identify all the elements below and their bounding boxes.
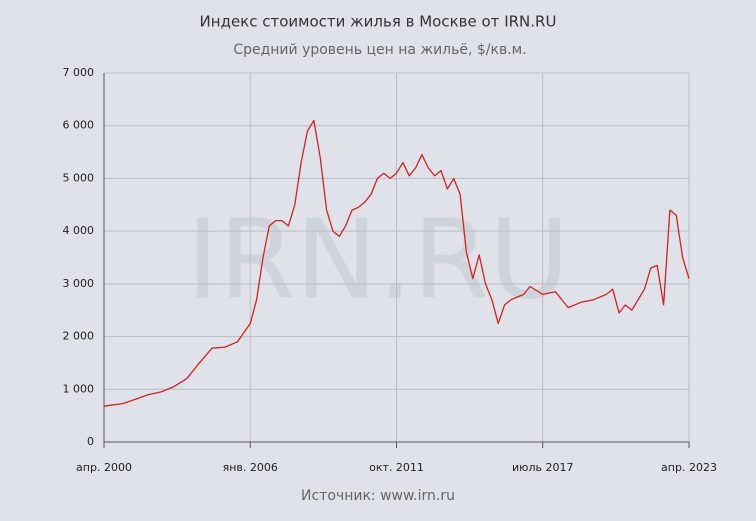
x-tick-label: окт. 2011: [369, 461, 424, 474]
x-tick-label: июль 2017: [512, 461, 573, 474]
watermark: IRN.RU: [186, 195, 569, 323]
y-tick-label: 1 000: [63, 382, 95, 395]
source: Источник: www.irn.ru: [301, 488, 455, 504]
y-tick-label: 3 000: [63, 277, 95, 290]
y-tick-label: 7 000: [63, 66, 95, 79]
chart-title: Индекс стоимости жилья в Москве от IRN.R…: [200, 13, 557, 31]
y-tick-label: 0: [87, 435, 94, 448]
y-tick-label: 4 000: [63, 224, 95, 237]
y-tick-label: 6 000: [63, 119, 95, 132]
line: [103, 119, 690, 407]
x-tick-label: апр. 2000: [76, 461, 132, 474]
x-tick-label: янв. 2006: [223, 461, 278, 474]
y-tick-label: 2 000: [63, 330, 95, 343]
chart-subtitle: Средний уровень цен на жильё, $/кв.м.: [233, 42, 526, 58]
y-tick-label: 5 000: [63, 171, 95, 184]
x-tick-label: апр. 2023: [661, 461, 717, 474]
